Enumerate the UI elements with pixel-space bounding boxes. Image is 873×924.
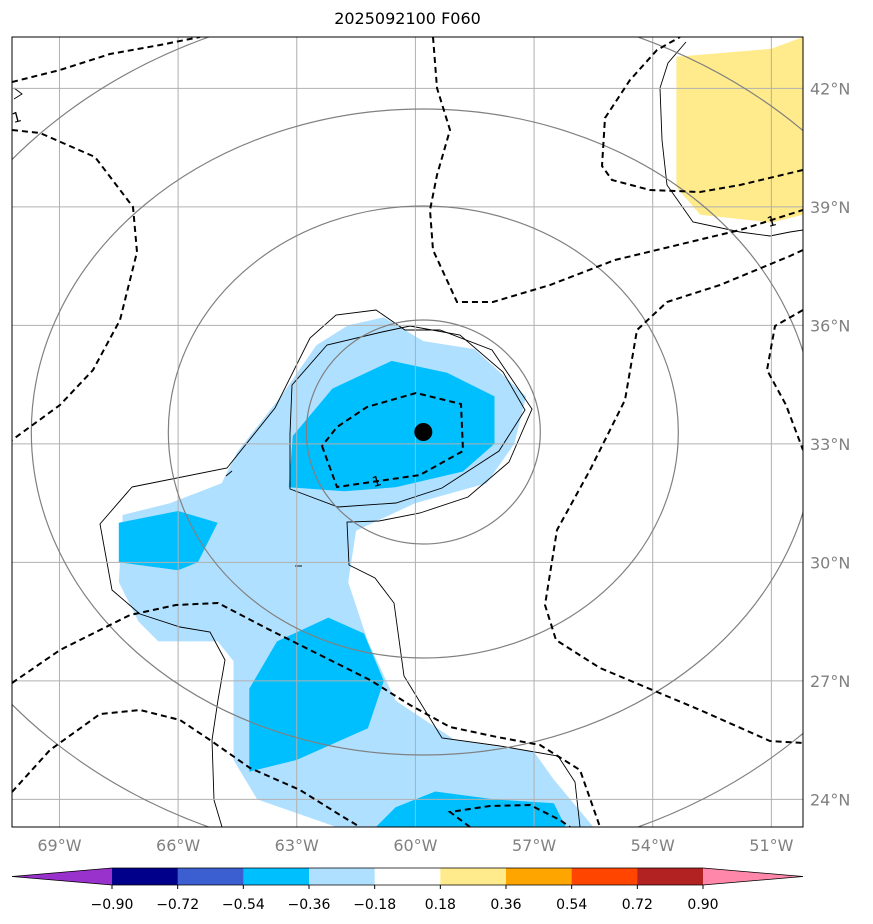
longitude-label: 51°W: [749, 836, 793, 855]
colorbar-tick-label: 0.36: [490, 897, 521, 913]
colorbar-swatch: [309, 868, 376, 885]
contour-label: 1: [766, 213, 779, 231]
thin-contour-4: [225, 470, 233, 477]
longitude-label: 63°W: [275, 836, 319, 855]
center-marker-dot: [414, 423, 433, 441]
latitude-label: 42°N: [810, 79, 850, 98]
thin-contour-1: [99, 486, 226, 827]
longitude-label: 54°W: [631, 836, 675, 855]
range-ring-2: [30, 108, 803, 756]
colorbar-swatch: [637, 868, 704, 885]
latitude-label: 33°N: [810, 435, 850, 454]
colorbar-swatch: [571, 868, 638, 885]
colorbar-tick-label: 0.72: [622, 897, 653, 913]
range-ring-0: [305, 319, 541, 545]
dashed-contour-1: [12, 129, 139, 441]
colorbar-swatch: [112, 868, 179, 885]
colorbar-tick-label: −0.54: [222, 897, 265, 913]
dashed-contour-0: [12, 37, 201, 83]
latitude-label: 39°N: [810, 198, 850, 217]
colorbar: −0.90 −0.72 −0.54 −0.36 −0.18 0.18 0.36 0.54 0.7…: [11, 867, 804, 913]
thin-contour-2: [289, 325, 526, 508]
contour-label: 1: [11, 109, 24, 127]
colorbar-tick-label: 0.18: [425, 897, 456, 913]
dashed-contour-4: [320, 391, 465, 489]
latitude-label: 30°N: [810, 553, 850, 572]
shaded-region-1: [288, 360, 495, 492]
colorbar-tick-label: 0.90: [687, 897, 718, 913]
latitude-label: 27°N: [810, 672, 850, 691]
dashed-contour-7: [12, 601, 601, 827]
colorbar-swatch: [374, 868, 441, 885]
longitude-label: 69°W: [37, 836, 81, 855]
range-rings: [12, 37, 803, 827]
latitude-label: 36°N: [810, 316, 850, 335]
plot-area: 1 1 1: [11, 37, 803, 827]
colorbar-tick-label: −0.90: [91, 897, 134, 913]
dashed-contour-5: [543, 249, 803, 744]
thin-contour-3: [659, 41, 803, 237]
dashed-contours: 1 1 1: [11, 37, 803, 827]
dashed-contour-2: [428, 37, 803, 303]
colorbar-swatch: [440, 868, 507, 885]
colorbar-tick-label: −0.18: [353, 897, 396, 913]
longitude-label: 66°W: [156, 836, 200, 855]
center-marker: [414, 423, 433, 441]
coastline-contours: [13, 41, 803, 827]
colorbar-extend-low: [12, 868, 112, 885]
colorbar-tick-label: 0.54: [556, 897, 587, 913]
thin-contour-6: [13, 87, 23, 100]
colorbar-swatch: [506, 868, 573, 885]
contour-label: 1: [371, 473, 384, 491]
chart-title: 2025092100 F060: [334, 9, 481, 28]
shaded-region-2: [118, 511, 218, 571]
dashed-contour-3: [600, 37, 803, 194]
colorbar-swatch: [177, 868, 244, 885]
shaded-region-5: [676, 37, 803, 223]
dashed-contour-9: [447, 803, 571, 827]
latitude-labels: 42°N 39°N 36°N 33°N 30°N 27°N 24°N: [810, 79, 850, 809]
longitude-labels: 69°W 66°W 63°W 60°W 57°W 54°W 51°W: [37, 836, 793, 855]
longitude-label: 57°W: [512, 836, 556, 855]
dashed-contour-8: [12, 708, 361, 827]
colorbar-tick-label: −0.72: [156, 897, 199, 913]
dashed-contour-6: [765, 309, 803, 451]
longitude-label: 60°W: [393, 836, 437, 855]
latitude-label: 24°N: [810, 790, 850, 809]
plot-frame: [11, 36, 804, 828]
thin-contour-0: [131, 309, 581, 827]
range-ring-1: [167, 205, 679, 659]
colorbar-tick-label: −0.36: [288, 897, 331, 913]
colorbar-extend-high: [703, 868, 803, 885]
colorbar-swatch: [243, 868, 310, 885]
